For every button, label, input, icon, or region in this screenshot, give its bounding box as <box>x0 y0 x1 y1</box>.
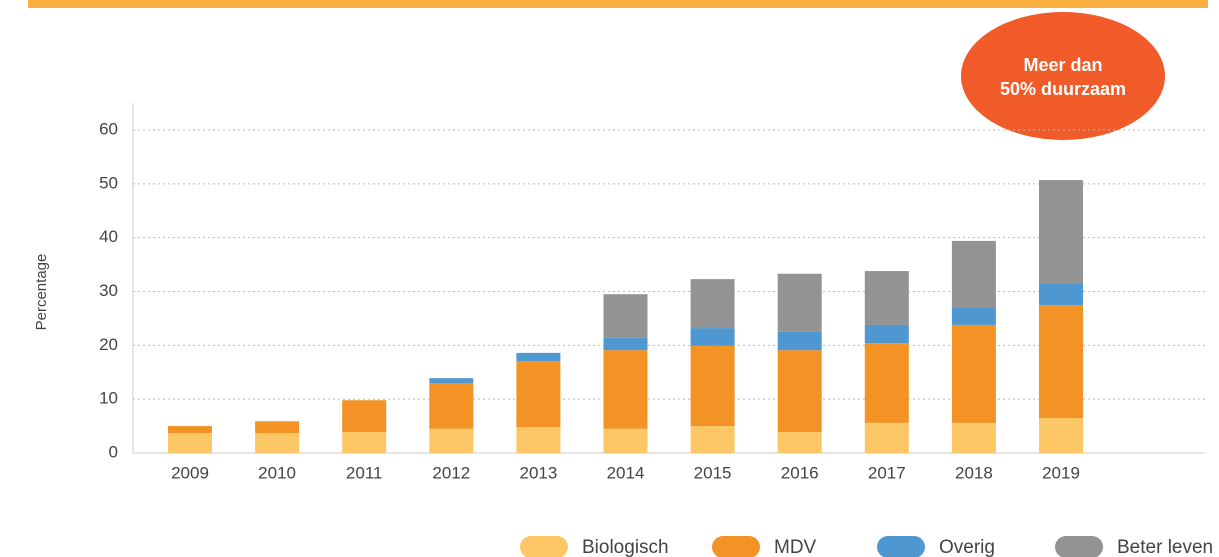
bar-segment <box>864 324 909 344</box>
bar-segment <box>168 426 212 434</box>
x-tick-label: 2013 <box>519 463 557 482</box>
bar-segment <box>516 427 561 453</box>
bar-segment <box>864 422 909 453</box>
bar-segment <box>951 324 996 423</box>
x-tick-label: 2017 <box>868 463 906 482</box>
top-banner <box>28 0 1208 8</box>
bar-segment <box>777 331 822 351</box>
x-tick-label: 2012 <box>432 463 470 482</box>
annotation-text: Meer dan <box>1023 55 1102 75</box>
y-tick-label: 20 <box>99 335 118 354</box>
bar-segment <box>690 345 735 427</box>
legend-swatch <box>712 536 760 557</box>
x-tick-label: 2011 <box>346 463 383 482</box>
x-tick-label: 2014 <box>607 463 645 482</box>
bar-segment <box>603 350 648 429</box>
y-tick-label: 40 <box>99 227 118 246</box>
y-axis-label: Percentage <box>33 254 50 331</box>
y-tick-label: 10 <box>99 389 118 408</box>
x-tick-label: 2016 <box>781 463 819 482</box>
bar-segment <box>777 350 822 433</box>
bar-segment <box>1039 180 1083 284</box>
bar-segment <box>777 273 822 332</box>
bar-segment <box>777 432 822 453</box>
x-tick-label: 2019 <box>1042 463 1080 482</box>
annotation-badge <box>961 12 1165 140</box>
y-tick-label: 0 <box>109 442 118 461</box>
bar-segment <box>429 378 474 384</box>
legend-label: Biologisch <box>582 537 669 557</box>
bar-segment <box>516 360 561 428</box>
bar-segment <box>690 328 735 346</box>
y-tick-label: 50 <box>99 173 118 192</box>
bar-segment <box>255 421 300 434</box>
x-tick-label: 2010 <box>258 463 296 482</box>
y-tick-label: 30 <box>99 281 118 300</box>
bar-segment <box>342 432 387 453</box>
bar-segment <box>864 271 909 325</box>
bar-segment <box>342 400 387 433</box>
bar-segment <box>951 240 996 308</box>
legend-swatch <box>877 536 925 557</box>
legend-swatch <box>1055 536 1103 557</box>
bar-segment <box>951 307 996 325</box>
bar-segment <box>516 352 561 361</box>
x-tick-label: 2009 <box>171 463 209 482</box>
legend-label: MDV <box>774 537 817 557</box>
annotation-text: 50% duurzaam <box>1000 79 1126 99</box>
y-tick-label: 60 <box>99 119 118 138</box>
bar-segment <box>429 383 474 429</box>
legend-label: Beter leven <box>1117 537 1213 557</box>
x-tick-label: 2018 <box>955 463 993 482</box>
bar-segment <box>429 428 474 453</box>
bar-segment <box>1039 304 1083 419</box>
bar-segment <box>603 337 648 351</box>
bar-segment <box>1039 418 1083 453</box>
bar-segment <box>603 294 648 338</box>
legend-swatch <box>520 536 568 557</box>
bar-segment <box>255 433 300 453</box>
bar-segment <box>1039 283 1083 305</box>
bar-segment <box>951 422 996 453</box>
legend-label: Overig <box>939 537 995 557</box>
x-tick-label: 2015 <box>694 463 732 482</box>
bar-segment <box>690 426 735 453</box>
bar-segment <box>864 343 909 423</box>
bar-segment <box>690 279 735 329</box>
bar-segment <box>603 428 648 453</box>
bar-segment <box>168 433 212 453</box>
